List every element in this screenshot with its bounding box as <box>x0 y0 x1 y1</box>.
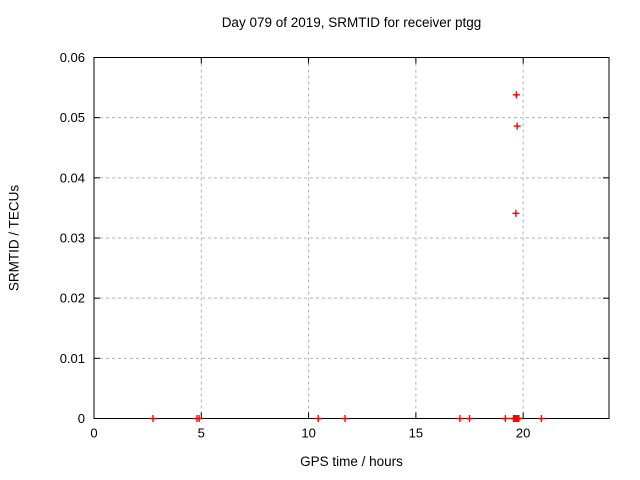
y-axis-label: SRMTID / TECUs <box>6 184 22 292</box>
svg-text:0.06: 0.06 <box>60 50 85 65</box>
svg-text:10: 10 <box>301 426 315 441</box>
plot-border <box>93 57 610 419</box>
svg-text:0.04: 0.04 <box>60 170 85 185</box>
x-tick-labels: 0 5 10 15 20 <box>90 426 530 441</box>
gridlines <box>94 57 609 419</box>
y-tick-labels: 0 0.01 0.02 0.03 0.04 0.05 0.06 <box>60 50 85 426</box>
svg-text:15: 15 <box>409 426 423 441</box>
svg-text:20: 20 <box>516 426 530 441</box>
svg-text:0.03: 0.03 <box>60 231 85 246</box>
x-axis-label: GPS time / hours <box>300 454 403 469</box>
tick-marks <box>93 57 609 419</box>
svg-text:0: 0 <box>90 426 97 441</box>
chart-title: Day 079 of 2019, SRMTID for receiver ptg… <box>221 15 482 30</box>
data-points-srmtid <box>149 91 545 422</box>
svg-text:0.01: 0.01 <box>60 351 85 366</box>
svg-text:0.02: 0.02 <box>60 291 85 306</box>
svg-text:5: 5 <box>198 426 205 441</box>
svg-text:0: 0 <box>78 411 85 426</box>
svg-text:0.05: 0.05 <box>60 110 85 125</box>
